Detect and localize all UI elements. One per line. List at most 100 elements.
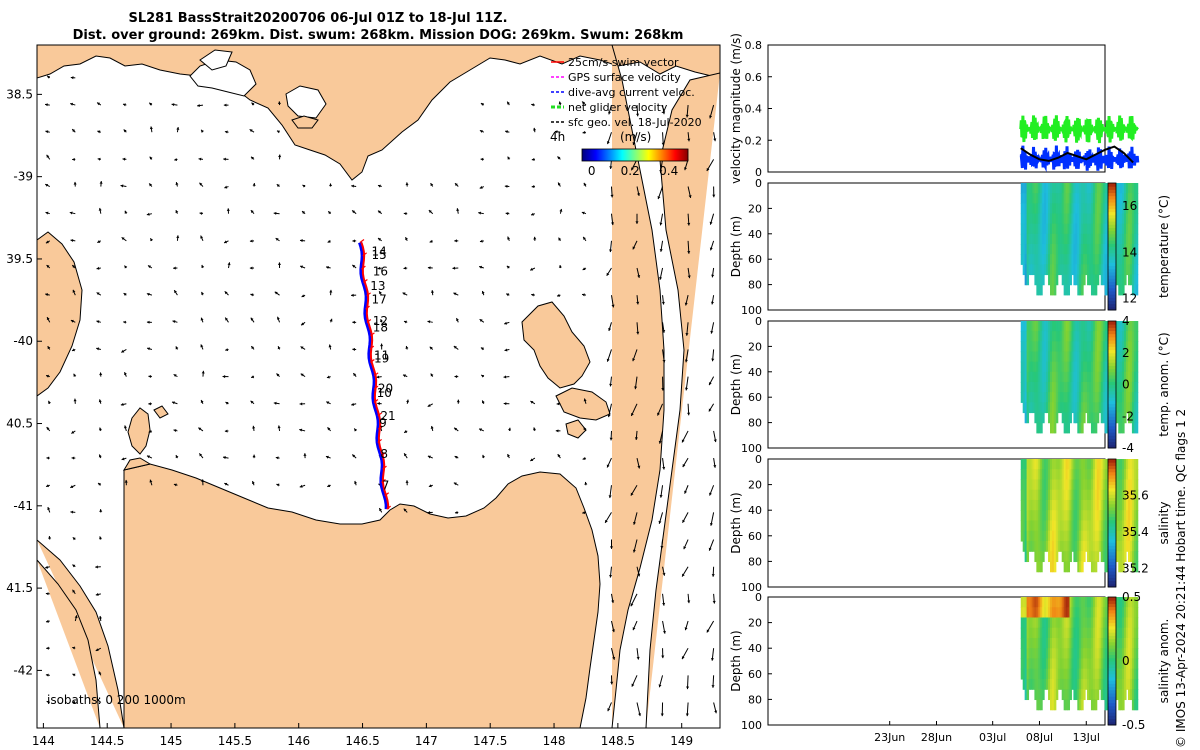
colorbar-cell: [660, 149, 662, 161]
heatmap-cell: [1122, 412, 1125, 424]
heatmap-cell: [1063, 627, 1067, 639]
arrow-head: [481, 290, 485, 294]
heatmap-cell: [1055, 617, 1059, 629]
heatmap-colorbar-cell: [1108, 510, 1116, 514]
map-x-tick-label: 148: [543, 734, 566, 748]
heatmap-cell: [1094, 627, 1098, 639]
heatmap-cell: [1067, 341, 1071, 353]
heatmap-cell: [1044, 637, 1047, 649]
heatmap-cell: [1120, 183, 1123, 194]
colorbar-cell: [589, 149, 591, 161]
heatmap-cell: [1067, 254, 1071, 265]
heatmap-cell: [1030, 607, 1033, 619]
arrow-head: [377, 402, 380, 406]
geo-velocity-arrow: [250, 400, 255, 405]
heatmap-cell: [1065, 689, 1069, 701]
arrow-head: [46, 456, 50, 460]
heatmap-cell: [1118, 597, 1121, 608]
velocity-y-tick-label: 0.6: [745, 71, 763, 84]
heatmap-cell: [1116, 658, 1119, 670]
heatmap-cell: [1071, 193, 1074, 204]
colorbar-cell: [584, 149, 586, 161]
heatmap-cell: [1096, 321, 1100, 332]
heatmap-cell: [1050, 183, 1053, 194]
heatmap-cell: [1038, 520, 1041, 532]
heatmap-cell: [1098, 193, 1102, 204]
heatmap-cell: [1096, 274, 1100, 286]
heatmap-cell: [1028, 520, 1032, 532]
geo-velocity-arrow: [685, 322, 689, 336]
heatmap-cell: [1092, 284, 1096, 296]
heatmap-colorbar-cell: [1108, 198, 1116, 203]
heatmap-cell: [1042, 264, 1045, 276]
heatmap-cell: [1124, 341, 1127, 353]
heatmap-cell: [1044, 607, 1047, 619]
heatmap-cell: [1116, 597, 1119, 608]
heatmap-cell: [1024, 193, 1028, 204]
heatmap-cell: [1102, 351, 1106, 363]
swim-vector-tick: [366, 292, 371, 297]
heatmap-cell: [1024, 459, 1028, 470]
heatmap-cell: [1104, 607, 1108, 619]
heatmap-colorbar-cell: [1108, 705, 1116, 710]
heatmap-cell: [1024, 617, 1028, 629]
arrow-head: [684, 302, 688, 306]
heatmap-cell: [1133, 351, 1137, 363]
heatmap-cell: [1135, 520, 1139, 532]
heatmap-cell: [1022, 341, 1026, 353]
heatmap-cell: [1126, 489, 1129, 501]
heatmap-cell: [1120, 213, 1123, 225]
heatmap-cell: [1077, 361, 1080, 373]
arrow-head: [533, 236, 537, 240]
heatmap-cell: [1100, 489, 1104, 501]
heatmap-cell: [1026, 331, 1030, 342]
heatmap-cell: [1067, 381, 1071, 393]
heatmap-cell: [1022, 243, 1026, 255]
arrow-head: [581, 211, 585, 215]
heatmap-cell: [1057, 233, 1061, 245]
colorbar-cell: [593, 149, 595, 161]
heatmap-cell: [1040, 637, 1043, 649]
heatmap-cell: [1053, 499, 1057, 511]
arrow-head: [611, 600, 615, 604]
heatmap-cell: [1083, 233, 1086, 245]
geo-velocity-arrow: [46, 264, 51, 269]
colorbar-cell: [655, 149, 657, 161]
heatmap-cell: [1128, 648, 1131, 660]
colorbar-cell: [631, 149, 633, 161]
arrow-head: [610, 681, 614, 685]
heatmap-cell: [1126, 381, 1129, 393]
heatmap-cell: [1075, 479, 1078, 491]
heatmap-cell: [1069, 499, 1072, 511]
heatmap-cell: [1050, 540, 1053, 552]
heatmap-cell: [1020, 351, 1024, 363]
arrow-head: [224, 185, 228, 189]
heatmap-cell: [1048, 361, 1051, 373]
heatmap-cell: [1022, 597, 1026, 608]
heatmap-cell: [1122, 341, 1125, 353]
colorbar-cell: [615, 149, 617, 161]
heatmap-cell: [1124, 193, 1127, 204]
arrow-head: [710, 330, 714, 334]
heatmap-cell: [1073, 689, 1076, 701]
heatmap-cell: [1089, 678, 1092, 690]
heatmap-cell: [1036, 689, 1039, 701]
heatmap-cell: [1087, 223, 1090, 235]
heatmap-cell: [1122, 607, 1125, 619]
heatmap-cell: [1098, 459, 1102, 470]
heatmap-cell: [1034, 479, 1037, 491]
heatmap-cell: [1126, 499, 1129, 511]
map-x-tick-label: 149: [670, 734, 693, 748]
heatmap-cell: [1026, 479, 1030, 491]
geo-velocity-arrow: [124, 371, 127, 377]
heatmap-cell: [1065, 183, 1069, 194]
heatmap-cell: [1129, 540, 1133, 552]
heatmap-cell: [1032, 607, 1035, 619]
heatmap-cell: [1124, 402, 1127, 414]
heatmap-cell: [1133, 361, 1137, 373]
arrow-head: [634, 386, 638, 390]
arrow-head: [97, 157, 101, 161]
heatmap-cell: [1046, 479, 1049, 491]
geo-velocity-arrow: [480, 102, 485, 106]
